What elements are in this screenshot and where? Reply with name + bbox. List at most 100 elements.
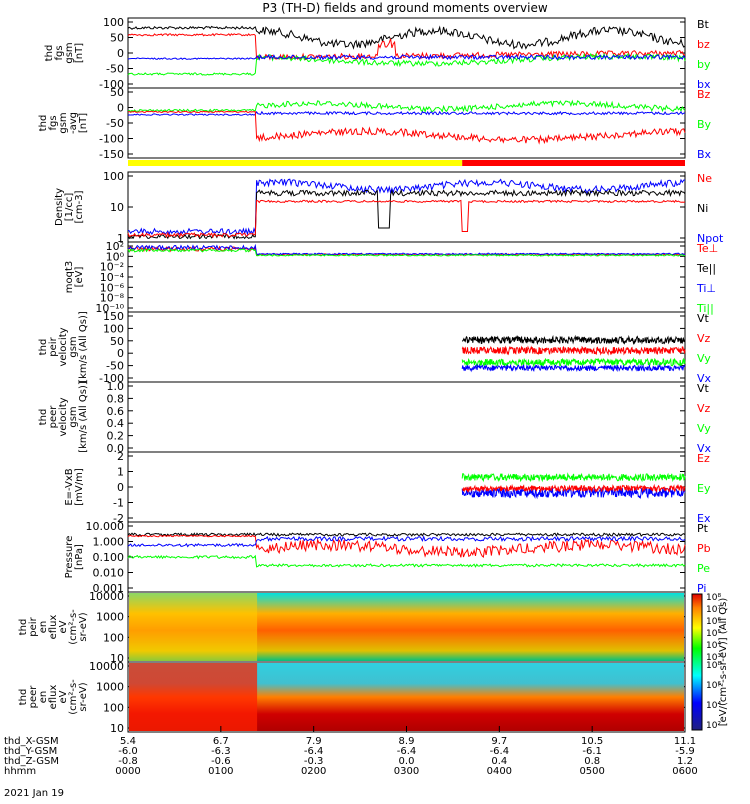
panel-frame-fgs_avg bbox=[127, 87, 686, 159]
ylabel-text: gsm bbox=[58, 112, 69, 133]
ylabel-text: en bbox=[38, 621, 49, 634]
xaxis-value: 0.0 bbox=[399, 756, 415, 767]
legend-entry: Vx bbox=[697, 442, 712, 455]
legend-entry: Pt bbox=[697, 522, 709, 535]
ytick-label: 10.000 bbox=[86, 520, 125, 533]
spectrogram-early-ions bbox=[129, 593, 258, 661]
xaxis-value: 0100 bbox=[208, 766, 233, 777]
ylabel-text: sr-eV) bbox=[78, 612, 89, 641]
panel-frame-peir_vel bbox=[127, 311, 686, 383]
xaxis-value: 0300 bbox=[394, 766, 419, 777]
legend-entry: Te⊥ bbox=[696, 242, 718, 255]
colorbar-tick: 10⁸ bbox=[706, 661, 721, 671]
ex-line bbox=[461, 487, 686, 500]
colorbar-tick: 10² bbox=[706, 721, 721, 731]
ylabel-text: -avg bbox=[68, 112, 79, 134]
legend-entry: Ey bbox=[697, 482, 711, 495]
panel-frame-temp bbox=[127, 241, 686, 313]
ytick-label: 0.0 bbox=[107, 442, 125, 455]
ytick-label: 10² bbox=[106, 240, 124, 253]
legend-entry: Pe bbox=[697, 562, 710, 575]
xaxis-value: -0.3 bbox=[304, 756, 324, 767]
ytick-label: 10⁻⁴ bbox=[100, 271, 125, 284]
xaxis-value: 0.8 bbox=[584, 756, 600, 767]
legend-entry: Ez bbox=[697, 452, 710, 465]
ylabel-text: [1/cc] bbox=[64, 193, 75, 222]
ytick-label: 50 bbox=[110, 32, 124, 45]
ytick-label: 100 bbox=[103, 16, 124, 29]
legend-entry: Te|| bbox=[696, 262, 716, 275]
vy-line bbox=[461, 357, 686, 368]
legend-entry: Ex bbox=[697, 512, 711, 525]
ytick-label: 10 bbox=[110, 722, 124, 735]
vx-line bbox=[461, 363, 686, 373]
by-avg-line bbox=[127, 99, 686, 114]
ylabel-text: (cm²-s- bbox=[68, 679, 79, 715]
ylabel-text: [km/s (All Qs)] bbox=[78, 381, 89, 453]
pi-line bbox=[127, 535, 686, 548]
ytick-label: 0.2 bbox=[107, 430, 125, 443]
ylabel-text: Pressure bbox=[64, 536, 75, 579]
ytick-label: 0 bbox=[117, 347, 124, 360]
ytick-label: 10000 bbox=[89, 660, 124, 673]
ti-par-line bbox=[127, 248, 686, 257]
ylabel-text: peer bbox=[28, 685, 39, 709]
ytick-label: 1 bbox=[117, 232, 124, 245]
xaxis-value: 0.4 bbox=[491, 756, 507, 767]
ytick-label: -100 bbox=[99, 78, 124, 91]
ytick-label: 10 bbox=[110, 652, 124, 665]
ylabel-text: thd bbox=[44, 45, 55, 62]
legend-entry: by bbox=[697, 58, 711, 71]
xaxis-row-label: thd_Y-GSM bbox=[4, 746, 57, 757]
ytick-label: 0 bbox=[117, 102, 124, 115]
xaxis-date: 2021 Jan 19 bbox=[4, 788, 64, 799]
legend-entry: Vz bbox=[697, 332, 711, 345]
colorbar-tick: 10⁶ bbox=[706, 617, 721, 627]
ylabel-text: [nPa] bbox=[74, 544, 85, 570]
ylabel-text: E=-VxB bbox=[64, 468, 75, 505]
ylabel-text: eV bbox=[58, 620, 69, 633]
legend-entry: Vy bbox=[697, 352, 711, 365]
te-perp-line bbox=[127, 245, 686, 256]
xaxis-value: -6.3 bbox=[211, 746, 231, 757]
ytick-label: -50 bbox=[106, 63, 124, 76]
spectrogram-early-electrons bbox=[129, 663, 258, 731]
pe-line bbox=[127, 554, 686, 568]
xaxis-row-label: hhmm bbox=[4, 766, 36, 777]
ez-line bbox=[461, 483, 686, 494]
ytick-label: 0.4 bbox=[107, 417, 125, 430]
legend-entry: Ni bbox=[697, 202, 708, 215]
xaxis-value: 10.5 bbox=[581, 736, 603, 747]
xaxis-value: 11.1 bbox=[674, 736, 696, 747]
legend-entry: bx bbox=[697, 78, 711, 91]
ylabel-text: (cm²-s- bbox=[68, 609, 79, 645]
xaxis-value: 0400 bbox=[487, 766, 512, 777]
ytick-label: 1000 bbox=[96, 611, 124, 624]
ylabel-text: [nT] bbox=[74, 43, 85, 63]
ytick-label: 10000 bbox=[89, 590, 124, 603]
panel-frame-pressure bbox=[127, 521, 686, 593]
xaxis-value: 6.7 bbox=[213, 736, 229, 747]
xaxis-value: -6.4 bbox=[397, 746, 417, 757]
xaxis-value: 8.9 bbox=[399, 736, 415, 747]
xaxis-row-label: thd_X-GSM bbox=[4, 736, 59, 747]
legend-entry: Vt bbox=[697, 382, 710, 395]
ytick-label: 0.010 bbox=[93, 567, 125, 580]
ylabel-text: gsm bbox=[68, 336, 79, 357]
ytick-label: 100 bbox=[103, 322, 124, 335]
pb-line bbox=[127, 534, 686, 558]
colorbar-label: [eV/(cm²-s-sr-eV)] (All Qs) bbox=[718, 598, 729, 727]
mode-bar-segment bbox=[128, 160, 463, 166]
ytick-label: 50 bbox=[110, 335, 124, 348]
ytick-label: -50 bbox=[106, 117, 124, 130]
ylabel-text: thd bbox=[38, 115, 49, 132]
ytick-label: 100 bbox=[103, 631, 124, 644]
xaxis-value: 5.4 bbox=[120, 736, 136, 747]
legend-entry: By bbox=[697, 118, 712, 131]
xaxis-value: 0200 bbox=[301, 766, 326, 777]
ytick-label: 100 bbox=[103, 701, 124, 714]
colorbar-tick: 10³ bbox=[706, 653, 721, 663]
ylabel-text: en bbox=[38, 691, 49, 704]
ytick-label: -100 bbox=[99, 372, 124, 385]
